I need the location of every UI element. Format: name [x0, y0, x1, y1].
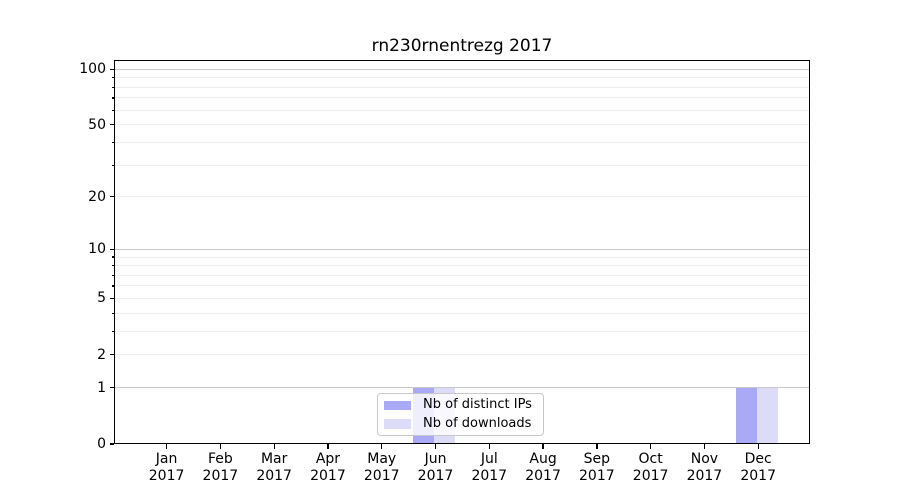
y-gridline-minor: [114, 312, 810, 314]
y-gridline-major: [114, 387, 810, 389]
legend-swatch-distinct-ips: [384, 400, 411, 410]
x-tick: [166, 444, 168, 449]
y-gridline-minor: [114, 274, 810, 276]
legend-label-downloads: Nb of downloads: [423, 415, 532, 431]
y-minor-tick: [111, 274, 114, 276]
y-minor-tick: [111, 109, 114, 111]
x-tick-label: Mar 2017: [256, 451, 292, 484]
x-tick-label: Sep 2017: [579, 451, 615, 484]
legend-item-distinct-ips: Nb of distinct IPs: [384, 396, 535, 415]
x-tick-label: Nov 2017: [686, 451, 723, 484]
y-gridline-minor: [114, 354, 810, 356]
bar-downloads-dec: [756, 387, 778, 444]
y-gridline-minor: [114, 297, 810, 299]
y-tick-label: 50: [88, 116, 106, 133]
y-gridline-minor: [114, 256, 810, 258]
y-minor-tick: [111, 164, 114, 166]
y-minor-tick: [111, 330, 114, 333]
y-gridline-minor: [114, 265, 810, 267]
x-tick-label: Dec 2017: [740, 451, 776, 484]
legend-item-downloads: Nb of downloads: [384, 415, 535, 434]
x-tick: [434, 444, 437, 449]
x-tick-label: Jul 2017: [471, 451, 508, 484]
legend-swatch-downloads: [384, 419, 411, 429]
x-tick: [757, 444, 759, 449]
x-tick: [273, 444, 275, 449]
y-minor-tick: [111, 86, 114, 88]
y-minor-tick: [111, 256, 114, 258]
y-tick-label: 10: [88, 241, 106, 258]
y-minor-tick: [111, 312, 114, 314]
y-major-tick: [109, 297, 114, 300]
chart-title: rn230rnentrezg 2017: [371, 36, 553, 56]
y-gridline-minor: [114, 330, 810, 332]
x-tick-label: Jun 2017: [417, 451, 454, 484]
x-tick: [542, 444, 544, 449]
bar-distinct-ips-dec: [735, 387, 757, 444]
y-minor-tick: [111, 77, 114, 79]
y-minor-tick: [111, 97, 114, 99]
y-tick-label: 100: [79, 61, 106, 78]
y-tick-label: 0: [97, 436, 106, 452]
y-tick-label: 5: [97, 290, 106, 307]
x-tick: [381, 444, 383, 449]
y-gridline-minor: [114, 124, 810, 126]
y-gridline-major: [114, 68, 810, 70]
y-major-tick: [109, 354, 114, 356]
y-gridline-minor: [114, 109, 810, 111]
x-tick-label: Apr 2017: [310, 451, 346, 484]
x-tick-label: Feb 2017: [202, 451, 239, 484]
x-tick: [488, 444, 490, 449]
y-gridline-minor: [114, 97, 810, 99]
legend-label-distinct-ips: Nb of distinct IPs: [423, 397, 532, 413]
y-gridline-minor: [114, 77, 810, 79]
y-minor-tick: [111, 285, 114, 287]
y-gridline-minor: [114, 196, 810, 198]
y-major-tick: [109, 124, 114, 126]
y-major-tick: [109, 443, 114, 445]
y-gridline-major: [114, 248, 810, 250]
x-tick-label: Jan 2017: [148, 451, 185, 484]
y-gridline-minor: [114, 285, 810, 287]
x-tick: [327, 444, 329, 449]
y-minor-tick: [111, 141, 114, 144]
x-tick-label: Oct 2017: [632, 451, 669, 484]
y-major-tick: [109, 196, 114, 198]
legend: Nb of distinct IPs Nb of downloads: [377, 393, 544, 436]
y-tick-label: 20: [88, 188, 106, 205]
y-major-tick: [109, 248, 114, 250]
y-major-tick: [109, 387, 114, 389]
y-tick-label: 2: [97, 346, 106, 363]
y-major-tick: [109, 68, 114, 70]
x-tick-label: Aug 2017: [525, 451, 561, 484]
y-gridline-minor: [114, 141, 810, 143]
x-tick: [650, 444, 652, 449]
x-tick: [703, 444, 706, 449]
y-gridline-minor: [114, 164, 810, 166]
x-tick: [596, 444, 598, 449]
y-minor-tick: [111, 264, 114, 267]
x-tick: [219, 444, 222, 449]
x-tick-label: May 2017: [363, 451, 400, 484]
y-tick-label: 1: [97, 379, 106, 396]
y-gridline-minor: [114, 86, 810, 88]
